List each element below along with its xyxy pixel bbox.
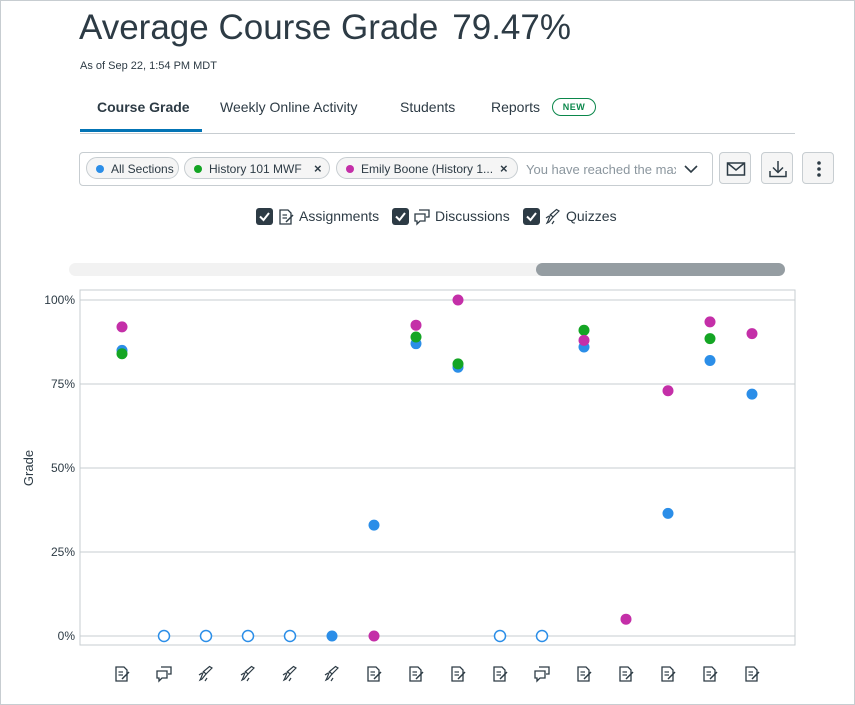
legend-label: Assignments (299, 208, 380, 224)
chip-label: History 101 MWF (209, 162, 302, 176)
average-grade-value: 79.47% (452, 8, 571, 47)
y-tick-label: 75% (51, 377, 75, 391)
assignment-icon (745, 666, 760, 682)
remove-chip-icon[interactable]: × (314, 161, 322, 176)
chart-scrollbar-thumb[interactable] (536, 263, 785, 276)
quiz-icon (545, 208, 560, 225)
data-point-all-sections (746, 388, 758, 400)
legend-dot-blue (96, 165, 104, 173)
data-point-history-101 (578, 324, 590, 336)
data-point-student (578, 334, 590, 346)
grade-scatter-chart: 0% 25% 50% 75% 100% Grade (21, 289, 796, 683)
assignment-icon (619, 666, 634, 682)
discussions-checkbox[interactable] (392, 208, 409, 225)
assignment-icon (115, 666, 130, 682)
quiz-icon (324, 665, 339, 682)
checkmark-icon (526, 212, 537, 222)
data-point-all-sections (326, 630, 338, 642)
page-title: Average Course Grade 79.47% (79, 8, 571, 48)
more-options-button[interactable] (802, 152, 834, 184)
data-point-history-101 (704, 333, 716, 345)
assignment-icon (577, 666, 592, 682)
quizzes-checkbox[interactable] (523, 208, 540, 225)
assignment-icon (451, 666, 466, 682)
data-point-student (452, 294, 464, 306)
data-point-student (662, 385, 674, 397)
assignments-checkbox[interactable] (256, 208, 273, 225)
data-point-all-sections (157, 629, 171, 643)
y-tick-label: 100% (44, 293, 75, 307)
legend-label: Discussions (435, 208, 510, 224)
discussion-icon (414, 209, 430, 226)
data-point-student (368, 630, 380, 642)
data-point-student (116, 321, 128, 333)
data-point-student (746, 328, 758, 340)
tab-reports[interactable]: Reports (491, 99, 541, 115)
chevron-down-icon[interactable] (683, 161, 699, 177)
envelope-icon (726, 162, 746, 176)
filter-chip-history-101[interactable]: History 101 MWF × (184, 157, 330, 179)
legend-label: Quizzes (566, 208, 617, 224)
active-tab-indicator (80, 129, 202, 132)
data-point-all-sections (493, 629, 507, 643)
filter-chip-all-sections[interactable]: All Sections (86, 157, 179, 179)
data-point-all-sections (368, 519, 380, 531)
tab-students[interactable]: Students (400, 99, 456, 115)
discussion-icon (534, 666, 550, 683)
quiz-icon (198, 665, 213, 682)
data-point-history-101 (452, 358, 464, 370)
discussion-icon (156, 666, 172, 683)
assignment-icon (661, 666, 676, 682)
page-title-text: Average Course Grade (79, 8, 439, 47)
legend-dot-green (194, 165, 202, 173)
data-point-all-sections (199, 629, 213, 643)
assignment-icon (409, 666, 424, 682)
data-point-student (620, 613, 632, 625)
message-students-button[interactable] (719, 152, 751, 184)
remove-chip-icon[interactable]: × (500, 161, 508, 176)
assignment-icon (279, 209, 294, 225)
assignment-icon (703, 666, 718, 682)
data-point-all-sections (662, 507, 674, 519)
filter-search-input[interactable] (526, 159, 676, 179)
download-icon (769, 161, 787, 178)
quiz-icon (282, 665, 297, 682)
data-point-all-sections (704, 354, 716, 366)
assignment-icon (367, 666, 382, 682)
tab-course-grade[interactable]: Course Grade (97, 99, 190, 115)
chip-label: All Sections (111, 162, 174, 176)
checkmark-icon (259, 212, 270, 222)
last-updated-text: As of Sep 22, 1:54 PM MDT (80, 60, 217, 72)
filter-chip-emily-boone[interactable]: Emily Boone (History 1... × (336, 157, 518, 179)
y-tick-label: 50% (51, 461, 75, 475)
legend-dot-magenta (346, 165, 354, 173)
y-axis-label: Grade (21, 450, 36, 486)
data-point-all-sections (283, 629, 297, 643)
new-badge: NEW (552, 98, 596, 116)
section-filter[interactable]: All Sections History 101 MWF × Emily Boo… (79, 152, 713, 186)
data-point-all-sections (535, 629, 549, 643)
chip-label: Emily Boone (History 1... (361, 162, 494, 176)
data-point-history-101 (116, 348, 128, 360)
checkmark-icon (395, 212, 406, 222)
tab-bar: Course Grade Weekly Online Activity Stud… (80, 95, 795, 134)
kebab-menu-icon (817, 161, 821, 177)
assignment-icon (493, 666, 508, 682)
data-point-history-101 (410, 331, 422, 343)
data-point-all-sections (241, 629, 255, 643)
quiz-icon (240, 665, 255, 682)
data-point-student (410, 319, 422, 331)
tab-weekly-online-activity[interactable]: Weekly Online Activity (220, 99, 358, 115)
y-tick-label: 0% (58, 629, 76, 643)
y-tick-label: 25% (51, 545, 75, 559)
download-button[interactable] (761, 152, 793, 184)
data-point-student (704, 316, 716, 328)
